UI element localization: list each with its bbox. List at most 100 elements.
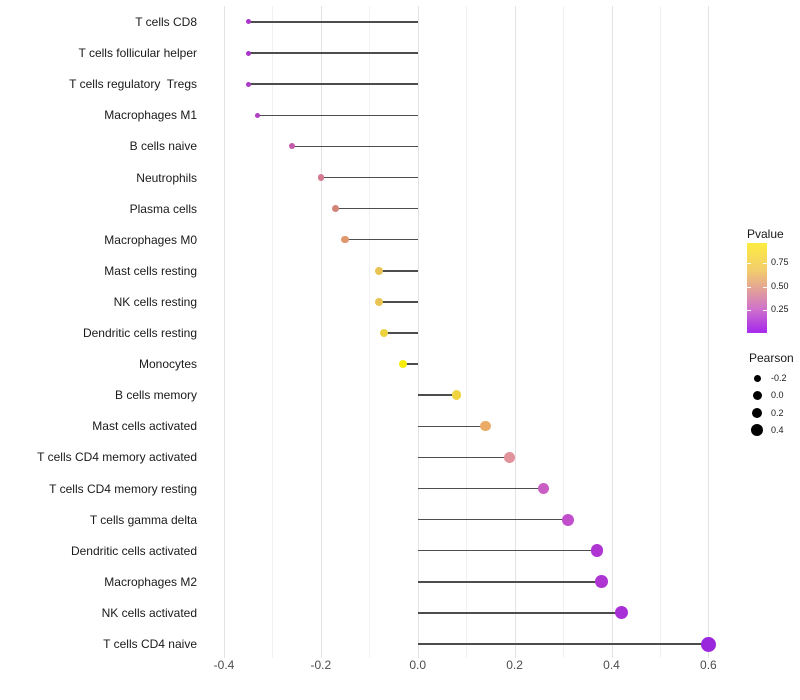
row-label: Neutrophils — [136, 170, 197, 185]
pearson-legend-dot — [751, 424, 763, 436]
lollipop-dot — [245, 81, 251, 87]
pvalue-gradient-tick — [747, 310, 751, 311]
major-gridline — [708, 6, 710, 658]
lollipop-stem — [417, 456, 510, 459]
lollipop-dot — [245, 50, 251, 56]
lollipop-stem — [417, 581, 602, 583]
row-label: Dendritic cells activated — [70, 543, 197, 558]
major-gridline — [611, 6, 613, 658]
lollipop-stem — [345, 238, 418, 241]
row-label: T cells gamma delta — [89, 512, 197, 527]
lollipop-dot — [595, 575, 609, 589]
major-gridline — [417, 6, 419, 658]
lollipop-stem — [417, 487, 544, 490]
pearson-legend-title: Pearson — [749, 351, 794, 365]
row-label: Plasma cells — [129, 201, 197, 216]
lollipop-stem — [417, 394, 457, 396]
row-label: T cells CD8 — [135, 15, 197, 29]
lollipop-dot — [375, 297, 383, 306]
pvalue-gradient-tick — [763, 263, 767, 264]
minor-gridline — [466, 6, 468, 658]
plot-panel — [207, 6, 735, 658]
lollipop-stem — [379, 301, 418, 303]
pvalue-gradient-tick — [747, 287, 751, 288]
lollipop-dot — [451, 390, 462, 400]
major-gridline — [514, 6, 516, 658]
x-tick-label: 0.6 — [700, 658, 717, 672]
pearson-legend-label: 0.4 — [771, 425, 784, 435]
row-label: Macrophages M2 — [104, 574, 197, 589]
row-label: NK cells activated — [101, 605, 197, 620]
lollipop-stem — [417, 518, 568, 521]
row-label: Macrophages M0 — [104, 232, 197, 247]
pvalue-tick-label: 0.25 — [771, 304, 789, 314]
row-label: NK cells resting — [113, 294, 197, 309]
lollipop-dot — [288, 143, 295, 150]
pearson-legend-label: -0.2 — [771, 373, 787, 383]
x-tick-label: 0.4 — [603, 658, 620, 672]
row-label: T cells CD4 naive — [103, 637, 197, 651]
row-label: T cells regulatory Tregs — [69, 77, 197, 92]
lollipop-stem — [417, 549, 597, 552]
major-gridline — [224, 6, 225, 658]
lollipop-stem — [257, 114, 418, 117]
pearson-legend-dot — [752, 390, 762, 400]
row-label: Monocytes — [138, 357, 197, 372]
minor-gridline — [563, 6, 564, 658]
pvalue-gradient-bar — [747, 243, 767, 333]
lollipop-dot — [700, 636, 716, 652]
row-label: T cells follicular helper — [78, 46, 198, 61]
pearson-legend-label: 0.0 — [771, 390, 784, 400]
lollipop-stem — [379, 270, 418, 272]
lollipop-dot — [537, 482, 550, 495]
minor-gridline — [272, 6, 274, 658]
lollipop-stem — [291, 145, 418, 148]
lollipop-stem — [335, 207, 418, 210]
pvalue-gradient-tick — [747, 263, 751, 264]
lollipop-dot — [255, 112, 261, 118]
lollipop-dot — [480, 421, 491, 432]
lollipop-dot — [331, 205, 339, 213]
lollipop-dot — [590, 544, 604, 558]
lollipop-stem — [403, 363, 418, 365]
lollipop-dot — [375, 266, 383, 275]
x-tick-label: 0.2 — [506, 658, 523, 672]
row-label: Macrophages M1 — [104, 108, 197, 123]
lollipop-stem — [417, 612, 622, 614]
lollipop-stem — [383, 332, 418, 334]
lollipop-stem — [248, 83, 418, 85]
lollipop-stem — [248, 21, 418, 23]
lollipop-stem — [417, 425, 486, 428]
pearson-legend-dot — [751, 407, 763, 419]
row-label: T cells CD4 memory resting — [49, 481, 197, 496]
lollipop-dot — [317, 174, 325, 181]
row-label: Mast cells resting — [104, 263, 197, 278]
major-gridline — [320, 6, 322, 658]
row-label: T cells CD4 memory activated — [37, 450, 197, 465]
pvalue-tick-label: 0.75 — [771, 257, 789, 267]
x-tick-label: -0.4 — [213, 658, 235, 672]
pvalue-legend-title: Pvalue — [747, 227, 784, 241]
pearson-legend-dot — [753, 374, 761, 382]
lollipop-dot — [379, 329, 388, 338]
lollipop-dot — [614, 606, 628, 620]
lollipop-dot — [341, 236, 349, 244]
row-label: B cells naive — [129, 139, 197, 154]
row-label: Dendritic cells resting — [82, 326, 197, 340]
lollipop-dot — [504, 452, 516, 463]
lollipop-dot — [398, 359, 408, 369]
lollipop-dot — [245, 19, 251, 25]
lollipop-dot — [561, 513, 574, 526]
minor-gridline — [659, 6, 661, 658]
x-tick-label: 0.0 — [409, 658, 427, 672]
row-label: B cells memory — [114, 388, 197, 403]
pearson-legend-label: 0.2 — [771, 408, 784, 418]
lollipop-stem — [417, 643, 709, 645]
minor-gridline — [369, 6, 371, 658]
x-tick-label: -0.2 — [310, 658, 332, 672]
lollipop-stem — [248, 52, 418, 54]
pvalue-gradient-tick — [763, 287, 767, 288]
pvalue-tick-label: 0.50 — [771, 281, 789, 291]
lollipop-stem — [320, 176, 418, 179]
